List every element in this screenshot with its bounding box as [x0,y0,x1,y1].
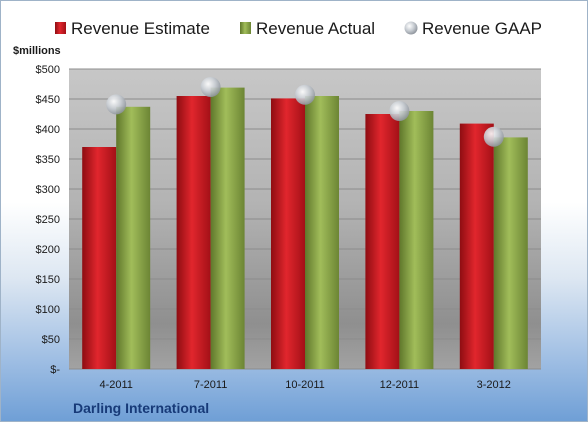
x-tick-label: 7-2011 [194,379,227,391]
bar-revenue-estimate-3-2012 [459,123,494,369]
bar-revenue-estimate-7-2011 [176,96,211,369]
marker-revenue-gaap-10-2011 [295,84,315,105]
legend-label-revenue-actual: Revenue Actual [256,19,375,38]
x-tick-label: 12-2011 [380,379,420,391]
legend-swatch-revenue-estimate [55,22,66,34]
bar-revenue-actual-3-2012 [493,137,528,369]
y-tick-label: $300 [36,184,60,196]
y-tick-label: $150 [36,274,60,286]
bar-revenue-estimate-4-2011 [82,147,117,369]
legend-item-revenue-estimate: Revenue Estimate [55,19,210,38]
marker-revenue-gaap-12-2011 [389,101,410,121]
y-tick-label: $100 [36,304,60,316]
legend-item-revenue-gaap: Revenue GAAP [404,19,542,38]
bars [82,87,528,370]
legend-label-revenue-gaap: Revenue GAAP [422,19,542,38]
bar-revenue-estimate-10-2011 [271,98,305,370]
y-tick-label: $- [50,364,60,376]
y-tick-label: $500 [36,64,60,76]
bar-revenue-actual-4-2011 [116,106,151,370]
legend-swatch-revenue-actual [240,22,251,34]
marker-revenue-gaap-3-2012 [483,126,504,147]
y-tick-label: $350 [36,154,60,166]
x-tick-label: 3-2012 [477,379,511,391]
legend: Revenue Estimate Revenue Actual Revenue … [55,19,542,38]
y-tick-label: $400 [36,124,60,136]
marker-revenue-gaap-4-2011 [106,94,127,115]
y-tick-label: $450 [36,94,60,106]
y-tick-label: $50 [42,334,60,346]
gaap-markers [106,77,504,147]
bar-revenue-actual-7-2011 [210,87,245,369]
legend-swatch-revenue-gaap [404,21,418,35]
y-axis: $- $50 $100 $150 $200 $250 $300 $350 $400 $450 $50… [36,64,61,376]
bar-revenue-actual-12-2011 [399,111,434,369]
legend-item-revenue-actual: Revenue Actual [240,19,375,38]
legend-label-revenue-estimate: Revenue Estimate [71,19,210,38]
x-tick-label: 4-2011 [99,379,132,391]
x-tick-label: 10-2011 [285,379,325,391]
y-tick-label: $250 [36,214,60,226]
company-name: Darling International [73,400,209,416]
marker-revenue-gaap-7-2011 [200,77,221,97]
x-axis: 4-2011 7-2011 10-2011 12-2011 3-2012 [99,379,510,391]
bar-revenue-estimate-12-2011 [365,114,400,369]
bar-revenue-actual-10-2011 [305,96,339,369]
y-axis-unit-label: $millions [13,45,61,57]
y-tick-label: $200 [36,244,60,256]
